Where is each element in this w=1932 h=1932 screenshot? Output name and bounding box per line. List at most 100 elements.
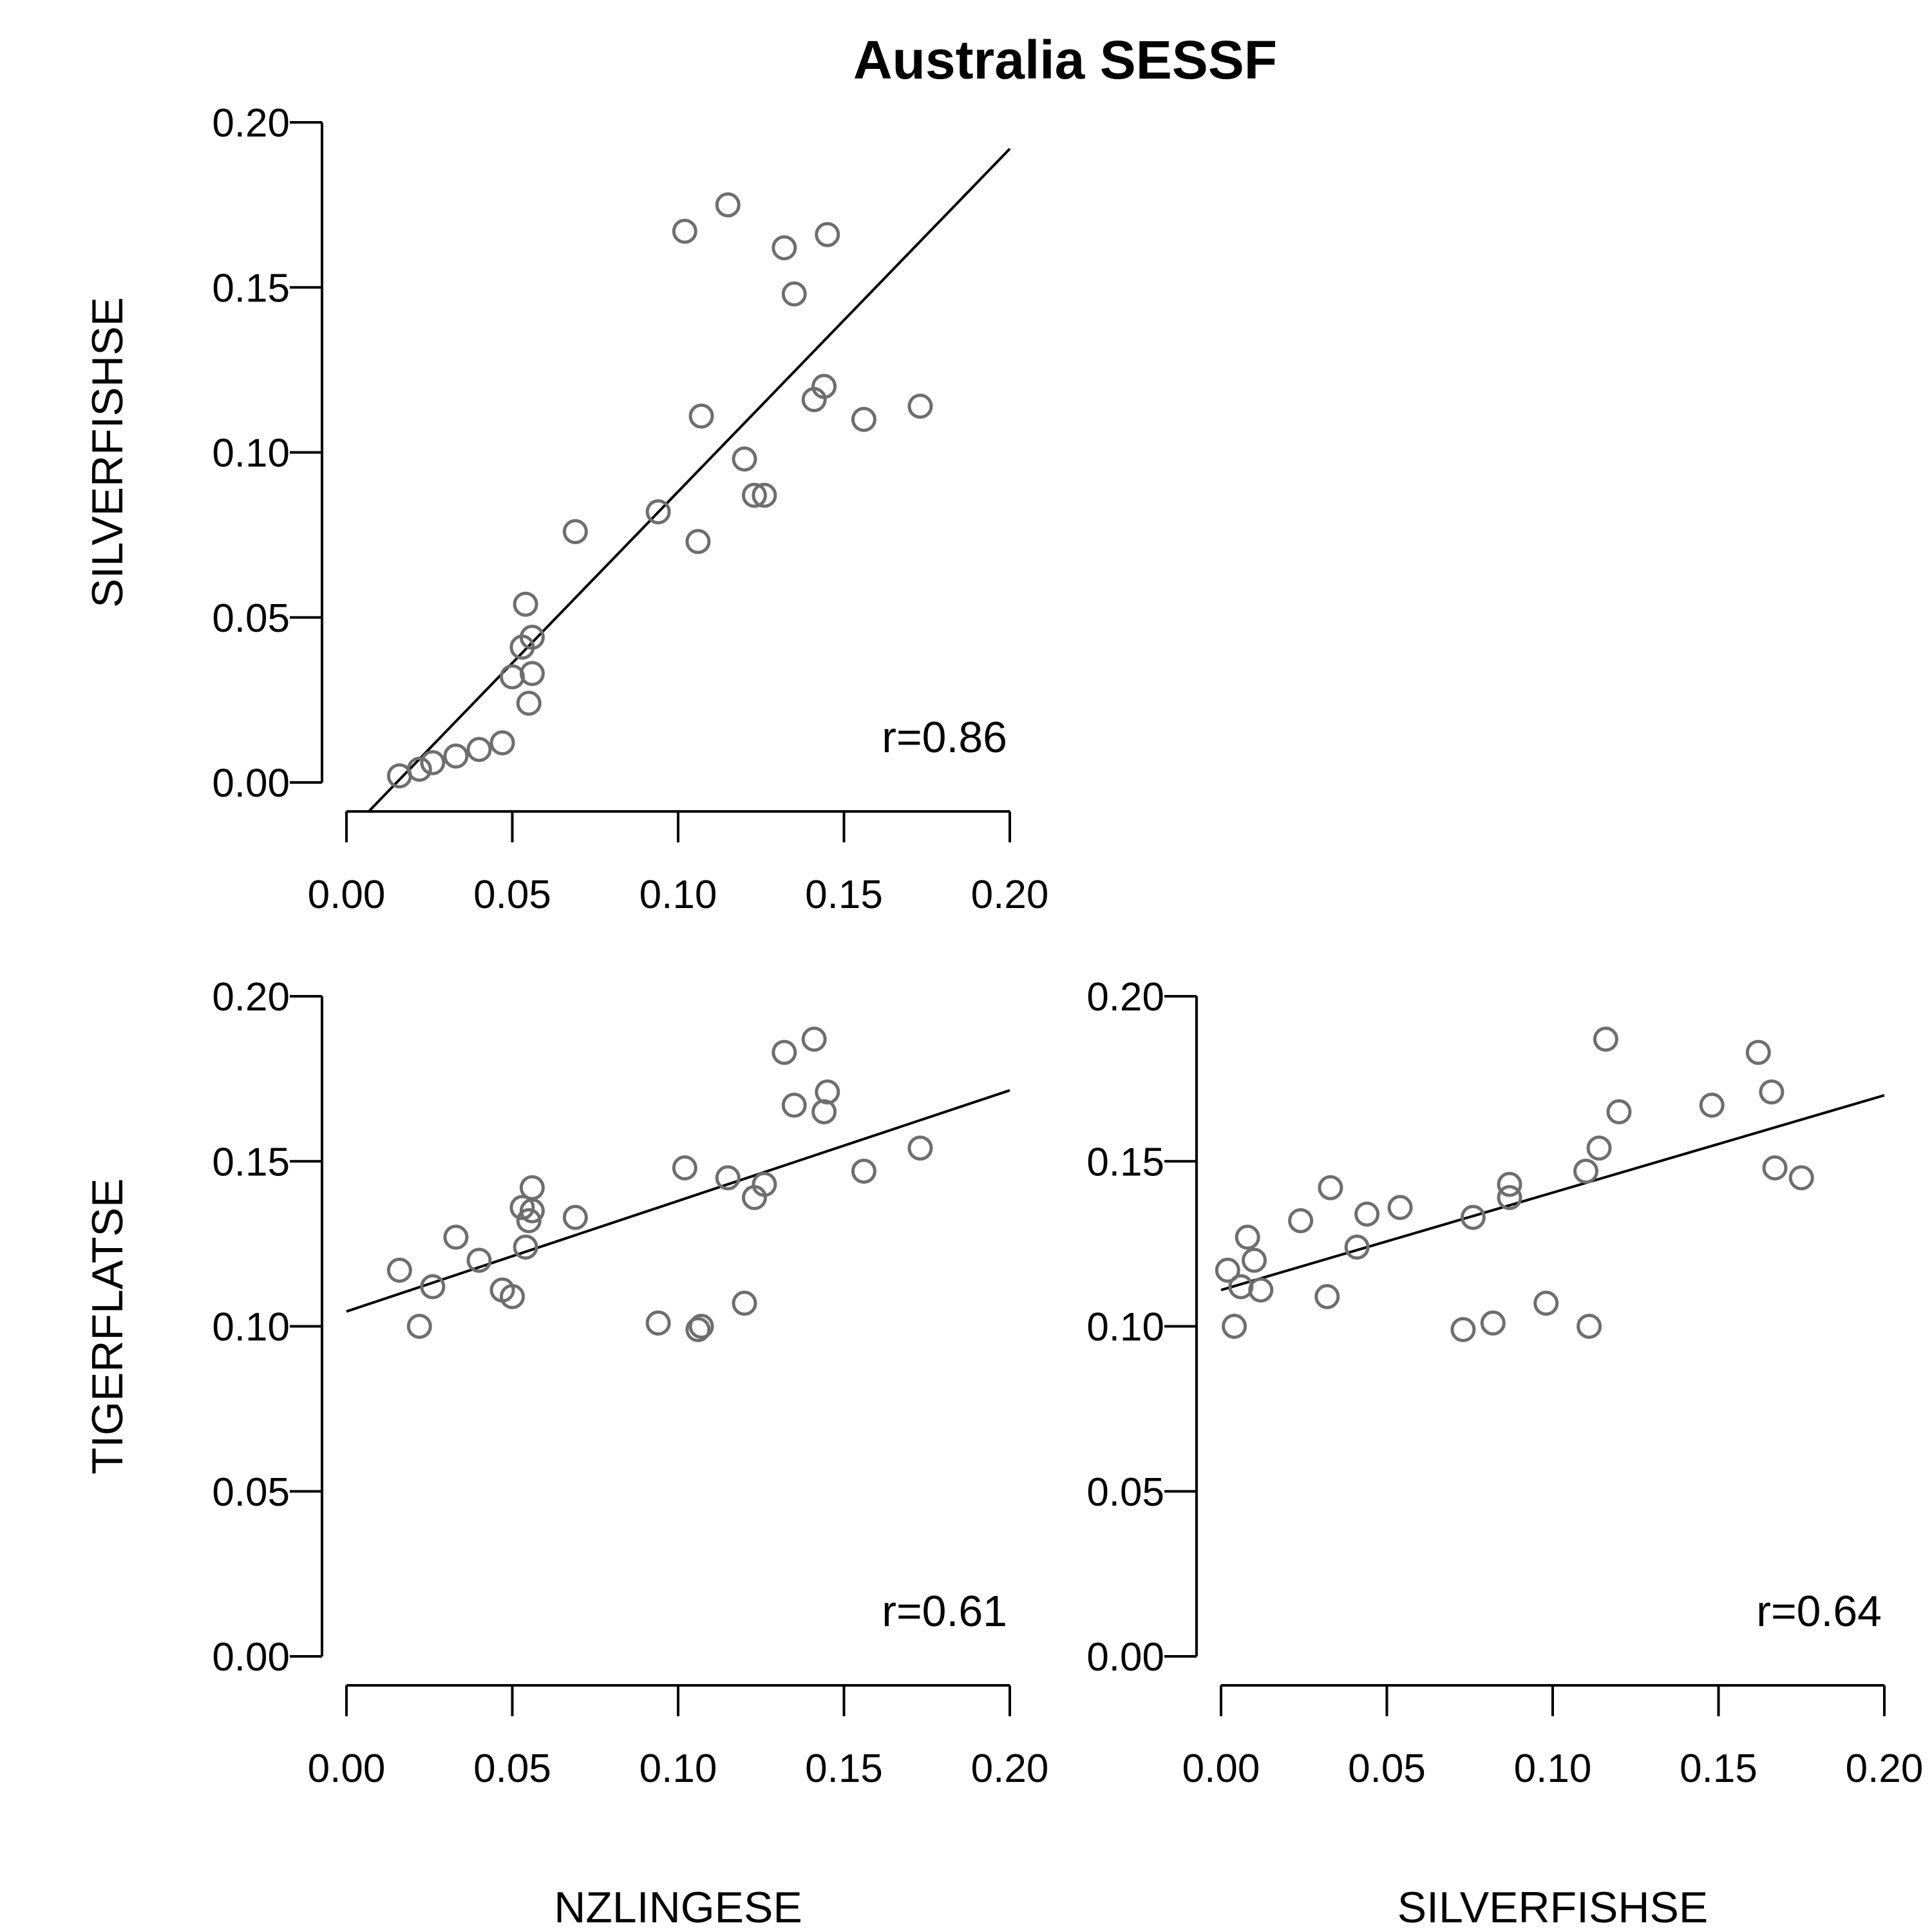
data-point [645, 499, 671, 525]
data-point [685, 1317, 711, 1343]
data-point [1354, 1201, 1380, 1227]
data-point [420, 750, 446, 775]
data-point [781, 281, 807, 307]
data-point [752, 1171, 777, 1197]
data-point [443, 1224, 469, 1250]
correlation-label: r=0.64 [1756, 1587, 1882, 1636]
y-axis-title: TIGERFLATSE [83, 1179, 132, 1475]
data-point [688, 1314, 714, 1339]
y-tick-label: 0.05 [1086, 1470, 1164, 1515]
data-point [772, 235, 797, 261]
data-point [1235, 1224, 1260, 1250]
regression-line [346, 1089, 1010, 1313]
data-point [1497, 1171, 1522, 1197]
data-point [851, 406, 876, 432]
data-point [672, 218, 697, 244]
data-point [443, 743, 469, 769]
data-point [1593, 1027, 1618, 1052]
data-point [1222, 1314, 1247, 1339]
data-point [500, 664, 525, 690]
correlation-label: r=0.61 [882, 1587, 1007, 1636]
data-point [489, 730, 515, 755]
data-point [513, 1235, 538, 1260]
y-tick-label: 0.10 [212, 1305, 290, 1350]
data-point [1480, 1310, 1506, 1336]
data-point [732, 446, 757, 472]
y-tick-label: 0.15 [212, 266, 290, 310]
data-point [672, 1155, 697, 1180]
correlation-label: r=0.86 [882, 713, 1007, 762]
y-tick-label: 0.10 [212, 431, 290, 476]
data-point [1573, 1159, 1598, 1184]
panel-silverfish-vs-tigerflat: r=0.64 SILVERFISHSE 0.00 0.05 0.10 0.15 0.20… [1086, 975, 1923, 1932]
y-tick-label: 0.05 [212, 596, 290, 641]
x-tick-label: 0.05 [473, 1747, 551, 1791]
data-point [1606, 1099, 1632, 1124]
data-point [1586, 1135, 1612, 1161]
x-tick-label: 0.05 [1348, 1747, 1426, 1791]
x-tick-label: 0.00 [1182, 1747, 1260, 1791]
x-tick-label: 0.15 [1680, 1747, 1757, 1791]
data-point [1215, 1257, 1240, 1283]
data-point [500, 1283, 525, 1309]
data-point [1450, 1317, 1476, 1343]
data-point [1759, 1079, 1785, 1105]
x-axis-title: SILVERFISHSE [1397, 1883, 1708, 1932]
data-point [1248, 1277, 1274, 1303]
data-point [562, 519, 588, 544]
data-point [801, 1027, 827, 1052]
x-tick-label: 0.05 [473, 873, 551, 917]
data-point [406, 1314, 432, 1339]
data-point [741, 482, 767, 508]
data-point [1314, 1283, 1340, 1309]
y-tick-label: 0.15 [1086, 1140, 1164, 1184]
x-tick-label: 0.00 [308, 1747, 386, 1791]
y-tick-label: 0.20 [1086, 975, 1164, 1019]
data-point [772, 1039, 797, 1065]
data-point [466, 737, 492, 762]
data-point [513, 591, 538, 617]
data-point [752, 482, 777, 508]
data-point [732, 1291, 757, 1316]
data-point [519, 1198, 545, 1224]
y-axis-title: SILVERFISHSE [83, 297, 132, 607]
data-point [811, 374, 837, 399]
data-point [907, 1135, 933, 1161]
data-point [1533, 1291, 1559, 1316]
data-point [519, 625, 545, 650]
data-point [519, 661, 545, 687]
x-tick-label: 0.10 [1514, 1747, 1592, 1791]
y-tick-label: 0.05 [212, 1470, 290, 1515]
data-point [519, 1175, 545, 1200]
data-point [781, 1092, 807, 1118]
y-tick-label: 0.00 [1086, 1635, 1164, 1680]
data-point [715, 192, 741, 218]
data-point [1762, 1155, 1788, 1180]
data-point [516, 690, 542, 716]
data-point [420, 1274, 446, 1300]
x-tick-label: 0.20 [971, 1747, 1049, 1791]
data-point [645, 1310, 671, 1336]
x-tick-label: 0.15 [805, 873, 883, 917]
panel-nzling-vs-tigerflat: r=0.61 TIGERFLATSE NZLINGESE 0.00 0.05 0.1… [83, 975, 1048, 1932]
y-tick-label: 0.20 [212, 101, 290, 146]
x-tick-label: 0.00 [308, 873, 386, 917]
data-point [1318, 1175, 1343, 1200]
x-tick-label: 0.15 [805, 1747, 883, 1791]
data-point [907, 393, 933, 419]
figure-title: Australia SESSF [853, 30, 1277, 90]
data-point [1577, 1314, 1602, 1339]
data-point [1788, 1165, 1814, 1191]
data-point [406, 757, 432, 782]
y-tick-label: 0.20 [212, 975, 290, 1019]
data-point [386, 1257, 412, 1283]
x-tick-label: 0.10 [639, 1747, 717, 1791]
data-point [851, 1159, 876, 1184]
data-point [466, 1247, 492, 1273]
x-tick-label: 0.10 [639, 873, 717, 917]
x-tick-label: 0.20 [971, 873, 1049, 917]
y-tick-label: 0.00 [212, 761, 290, 806]
data-point [688, 403, 714, 429]
data-point [562, 1204, 588, 1230]
